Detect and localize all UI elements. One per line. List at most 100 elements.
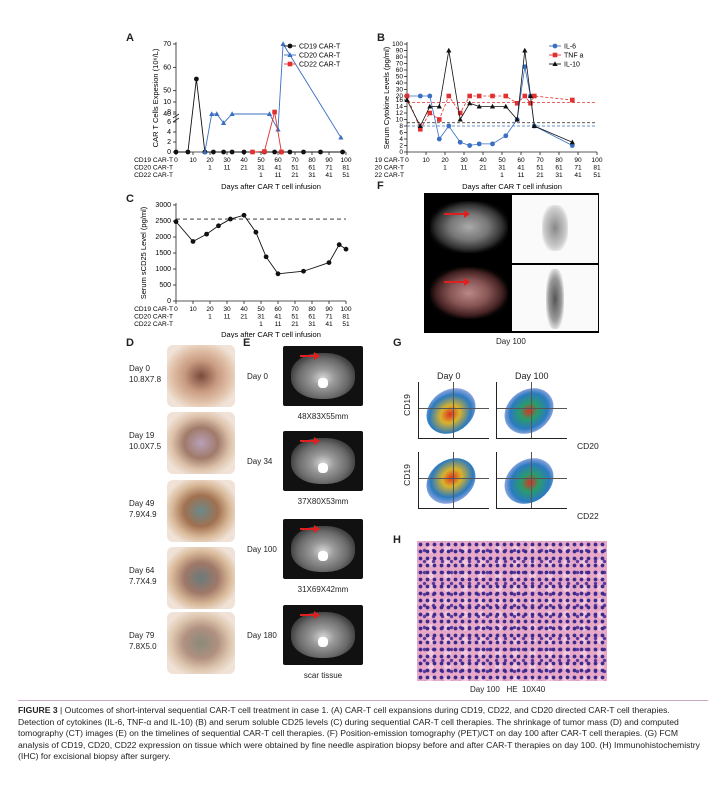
day-row-tick: 21 [291,321,299,328]
tumor-photo-size: 7.7X4.9 [129,577,157,586]
ct-scan-day: Day 180 [247,631,277,640]
data-point [476,93,482,99]
day-row-tick: 71 [325,165,333,172]
series-line [252,111,282,153]
data-point [318,149,323,155]
day-row-tick: 10 [422,157,430,164]
day-row-tick: 90 [574,157,582,164]
day-row-label: CD22 CAR-T [134,172,173,179]
data-point [528,100,533,106]
day-row-tick: 41 [325,321,333,328]
day-row-tick: 80 [308,306,316,313]
data-point [436,136,442,142]
data-point [301,268,306,274]
legend-marker [552,43,558,49]
y-tick-label: 100 [392,41,403,48]
series-line [175,214,347,275]
pet-coronal-view [512,265,598,331]
data-point [446,123,452,129]
data-point [570,97,575,103]
arrow-icon [444,281,466,283]
data-point [569,143,575,148]
y-tick-label: 8 [167,109,171,116]
day-row-tick: 21 [536,172,544,179]
day-row-label: CD19 CAR-T [134,157,173,164]
data-point [527,93,534,98]
data-point [404,93,410,99]
data-point [417,123,423,128]
axis-break [172,117,180,123]
day-row-tick: 61 [555,165,563,172]
y-tick-label: 0 [167,298,171,305]
data-point [446,47,452,53]
day-row-tick: 70 [291,306,299,313]
legend-label: CD22 CAR-T [299,62,341,69]
data-point [336,242,342,248]
day-row-tick: 0 [405,157,409,164]
day-row-tick: 30 [460,157,468,164]
tumor-photo [167,547,235,609]
y-tick-label: 6 [167,119,171,126]
data-point [437,117,442,122]
legend-label: TNF a [564,53,584,60]
day-row-tick: 40 [479,157,487,164]
flow-x-axis-label: CD20 [577,441,599,451]
figure-caption-text: | Outcomes of short-interval sequential … [18,705,700,761]
tumor-photo-day: Day 19 [129,431,155,440]
y-tick-label: 2 [167,139,171,146]
tumor-photo-day: Day 79 [129,631,155,640]
day-row-tick: 31 [257,165,265,172]
data-point [275,271,281,277]
day-row-tick: 10 [189,157,197,164]
legend-label: CD20 CAR-T [299,53,341,60]
ct-scan-day: Day 34 [247,457,273,466]
legend-label: IL-10 [564,62,580,69]
data-point [194,76,199,82]
day-row-tick: 81 [342,314,350,321]
y-tick-label: 70 [163,41,171,48]
y-tick-label: 0 [167,149,171,156]
legend-marker [287,61,293,67]
panel-e-letter: E [243,337,251,349]
data-point [287,149,293,155]
ct-scan-day: Day 0 [247,372,268,381]
data-point [221,149,226,155]
day-row-tick: 41 [517,165,525,172]
y-tick-label: 2 [399,143,403,150]
data-point [202,149,208,154]
day-row-tick: 20 [441,157,449,164]
day-row-tick: 11 [518,172,525,179]
legend-marker [287,52,293,57]
day-row-tick: 31 [498,165,506,172]
panel-f-letter: F [377,180,384,192]
data-point [241,149,247,155]
data-point [272,149,277,155]
tumor-photo [167,412,235,474]
legend-marker [552,61,558,66]
day-row-tick: 1 [259,172,263,179]
data-point [185,149,191,155]
y-tick-label: 10 [396,117,404,124]
ihc-histology-image [417,541,607,681]
flow-column-title: Day 0 [437,371,461,381]
data-point [343,246,349,252]
data-point [301,149,306,155]
ct-scan-image [283,605,363,665]
day-row-tick: 1 [259,321,263,328]
day-row-tick: 60 [274,157,282,164]
day-row-tick: 1 [443,165,447,172]
x-axis-label: Days after CAR T cell infusion [462,182,562,191]
day-row-tick: 60 [517,157,525,164]
arrow-icon [444,213,466,215]
day-row-tick: 21 [240,165,248,172]
day-row-label: CD22 CAR-T [134,321,173,328]
day-row-tick: 51 [593,172,601,179]
data-point [262,149,267,154]
y-tick-label: 50 [163,88,171,95]
data-point [489,103,496,109]
day-row-tick: 1 [500,172,504,179]
y-tick-label: 8 [399,123,403,130]
data-point [446,93,452,99]
data-point [229,111,235,116]
